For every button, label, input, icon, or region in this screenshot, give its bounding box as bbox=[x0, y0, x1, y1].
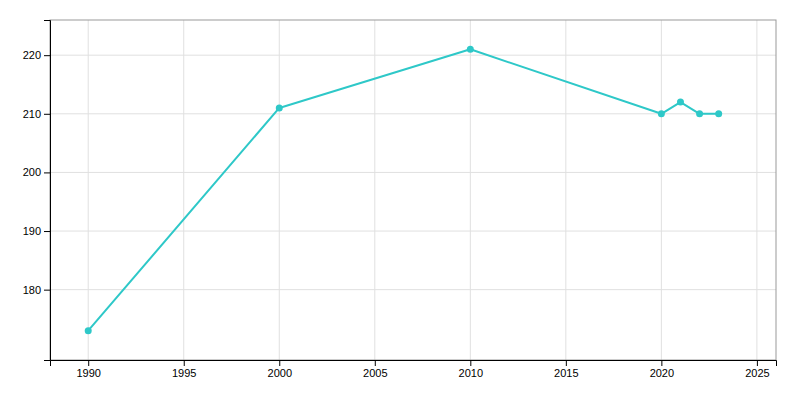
tick: 2005 bbox=[363, 360, 387, 379]
tick-label: 2010 bbox=[459, 367, 483, 379]
tick: 1990 bbox=[76, 360, 100, 379]
tick: 180 bbox=[23, 284, 50, 296]
tick: 190 bbox=[23, 225, 50, 237]
tick-mark bbox=[661, 360, 662, 366]
axis-line bbox=[44, 21, 51, 361]
tick: 2010 bbox=[459, 360, 483, 379]
grid-line-x bbox=[88, 20, 89, 360]
tick: 2025 bbox=[745, 360, 769, 379]
x-axis: 1990 1995 2000 2005 2010 2015 2020 2025 bbox=[51, 360, 777, 379]
tick-label: 1995 bbox=[172, 367, 196, 379]
grid-line-y bbox=[50, 113, 776, 114]
tick-label: 2015 bbox=[554, 367, 578, 379]
tick-label: 190 bbox=[23, 225, 41, 237]
tick-mark bbox=[757, 360, 758, 366]
grid-line-x bbox=[661, 20, 662, 360]
tick: 2015 bbox=[554, 360, 578, 379]
tick-mark bbox=[44, 114, 50, 115]
tick: 200 bbox=[23, 166, 50, 178]
point bbox=[85, 327, 92, 334]
marks bbox=[85, 46, 722, 334]
point bbox=[715, 110, 722, 117]
tick-label: 2020 bbox=[650, 367, 674, 379]
grid-line-y bbox=[50, 172, 776, 173]
plot-area: 1990 1995 2000 2005 2010 2015 2020 2025 180 190 20… bbox=[23, 20, 777, 379]
chart-svg: 1990 1995 2000 2005 2010 2015 2020 2025 180 190 20… bbox=[0, 0, 800, 400]
tick-mark bbox=[44, 55, 50, 56]
tick-mark bbox=[279, 360, 280, 366]
tick-label: 220 bbox=[23, 49, 41, 61]
tick: 2000 bbox=[268, 360, 292, 379]
tick-mark bbox=[566, 360, 567, 366]
point bbox=[696, 110, 703, 117]
tick: 1995 bbox=[172, 360, 196, 379]
tick: 210 bbox=[23, 108, 50, 120]
grid-line-y bbox=[50, 55, 776, 56]
grid-line-x bbox=[183, 20, 184, 360]
grid-line-y bbox=[50, 231, 776, 232]
tick-label: 2025 bbox=[745, 367, 769, 379]
point bbox=[467, 46, 474, 53]
point bbox=[677, 99, 684, 106]
tick-mark bbox=[184, 360, 185, 366]
tick-label: 2005 bbox=[363, 367, 387, 379]
point bbox=[276, 104, 283, 111]
tick-label: 180 bbox=[23, 284, 41, 296]
grid-line-x bbox=[374, 20, 375, 360]
tick-mark bbox=[470, 360, 471, 366]
point bbox=[658, 110, 665, 117]
tick-label: 1990 bbox=[76, 367, 100, 379]
grid-line-x bbox=[470, 20, 471, 360]
plot-frame bbox=[50, 20, 776, 360]
grid-line-x bbox=[756, 20, 757, 360]
tick-mark bbox=[375, 360, 376, 366]
tick-mark bbox=[44, 231, 50, 232]
grid-line-y bbox=[50, 289, 776, 290]
tick-mark bbox=[44, 172, 50, 173]
grid-line-x bbox=[565, 20, 566, 360]
y-axis: 180 190 200 210 220 bbox=[23, 21, 51, 361]
tick-label: 210 bbox=[23, 108, 41, 120]
axis-line bbox=[51, 361, 777, 367]
tick-mark bbox=[88, 360, 89, 366]
grid-line-x bbox=[279, 20, 280, 360]
line bbox=[88, 49, 718, 330]
tick-label: 2000 bbox=[268, 367, 292, 379]
tick-mark bbox=[44, 290, 50, 291]
grid bbox=[50, 20, 776, 360]
tick: 2020 bbox=[650, 360, 674, 379]
tick: 220 bbox=[23, 49, 50, 61]
tick-label: 200 bbox=[23, 166, 41, 178]
